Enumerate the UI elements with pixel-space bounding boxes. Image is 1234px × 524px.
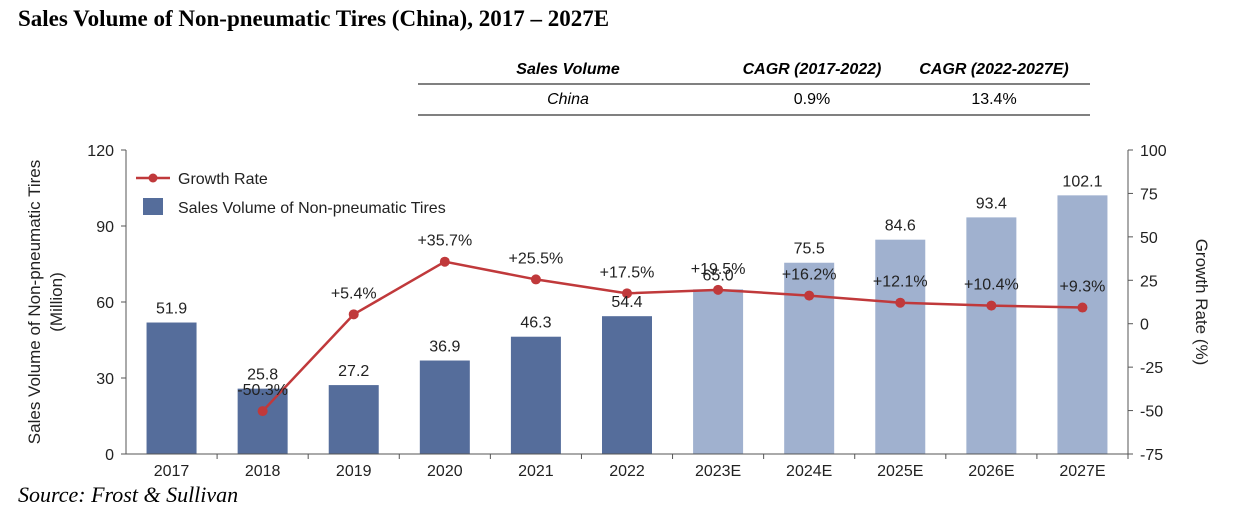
bar-2019 (328, 385, 379, 454)
bar-2027E (1057, 195, 1108, 454)
bar-2020 (419, 360, 470, 454)
growth-rate-point-2018 (257, 406, 268, 417)
growth-rate-label: -50.3% (237, 382, 288, 399)
legend-line-dot (148, 173, 158, 183)
growth-rate-label: +16.2% (782, 267, 837, 284)
bar-2017 (146, 322, 197, 454)
y-tick-label: 90 (96, 219, 114, 236)
y2-tick-label: 0 (1140, 317, 1149, 334)
growth-rate-label: +9.3% (1060, 279, 1106, 296)
bar-value-label: 54.4 (611, 294, 642, 311)
legend-label-growth-rate: Growth Rate (178, 171, 268, 188)
y-tick-label: 60 (96, 295, 114, 312)
growth-rate-point-2021 (530, 274, 541, 285)
growth-rate-label: +35.7% (417, 233, 472, 250)
source-note: Source: Frost & Sullivan (18, 482, 239, 507)
x-tick-label: 2027E (1059, 463, 1105, 480)
bar-value-label: 36.9 (429, 339, 460, 356)
bar-2018 (237, 388, 288, 454)
growth-rate-label: +5.4% (331, 285, 377, 302)
y-axis-title: Sales Volume of Non-pneumatic Tires (25, 160, 44, 444)
growth-rate-label: +19.5% (691, 261, 746, 278)
y-tick-label: 120 (87, 143, 114, 160)
y-tick-label: 0 (105, 447, 114, 464)
bar-value-label: 102.1 (1062, 173, 1102, 190)
y2-tick-label: -75 (1140, 447, 1163, 464)
growth-rate-point-2023E (713, 284, 724, 295)
legend: Growth Rate Sales Volume of Non-pneumati… (136, 171, 446, 217)
bar-value-label: 25.8 (247, 367, 278, 384)
bar-2025E (875, 239, 926, 454)
growth-rate-label: +12.1% (873, 274, 928, 291)
legend-label-sales-volume: Sales Volume of Non-pneumatic Tires (178, 200, 446, 217)
x-tick-label: 2021 (518, 463, 554, 480)
cagr-row-region: China (547, 91, 589, 108)
x-tick-label: 2023E (695, 463, 741, 480)
bar-2023E (693, 289, 744, 454)
growth-rate-label: +10.4% (964, 277, 1019, 294)
y-axis-unit: (Million) (47, 272, 66, 332)
y2-tick-label: -25 (1140, 360, 1163, 377)
data-labels: 51.9 25.8 27.2 36.9 46.3 54.4 65.0 75.5 84.6 93.4… (156, 173, 1105, 399)
bar-value-label: 84.6 (885, 218, 916, 235)
bar-value-label: 75.5 (794, 241, 825, 258)
growth-rate-point-2026E (986, 300, 997, 311)
growth-rate-series (257, 256, 1088, 417)
cagr-header-2022-2027e: CAGR (2022-2027E) (919, 61, 1068, 78)
legend-bar-swatch (143, 198, 163, 215)
axes: 0 30 60 90 120 -75 -50 -25 0 25 50 75 100 2017 2018 201… (87, 143, 1167, 480)
cagr-row-2022-2027e: 13.4% (971, 91, 1016, 108)
cagr-table: Sales Volume CAGR (2017-2022) CAGR (2022… (418, 61, 1090, 116)
bar-series (146, 195, 1108, 454)
bar-2026E (966, 217, 1017, 454)
cagr-row-2017-2022: 0.9% (794, 91, 830, 108)
growth-rate-label: +17.5% (600, 264, 655, 281)
bar-2021 (510, 336, 561, 454)
growth-rate-line (261, 260, 1083, 412)
x-tick-label: 2026E (968, 463, 1014, 480)
growth-rate-point-2022 (622, 288, 632, 299)
cagr-header-sales-volume: Sales Volume (516, 61, 620, 78)
bar-value-label: 27.2 (338, 363, 369, 380)
growth-rate-point-2027E (1077, 302, 1088, 313)
y-tick-label: 30 (96, 371, 114, 388)
bar-value-label: 51.9 (156, 301, 187, 318)
y2-tick-label: 75 (1140, 186, 1158, 203)
bar-2022 (602, 316, 652, 454)
bar-value-label: 93.4 (976, 195, 1007, 212)
y2-tick-label: 25 (1140, 273, 1158, 290)
growth-rate-point-2025E (895, 297, 906, 308)
y2-axis-title: Growth Rate (%) (1192, 239, 1211, 366)
y2-tick-label: 50 (1140, 230, 1158, 247)
x-tick-label: 2018 (245, 463, 281, 480)
growth-rate-point-2024E (804, 290, 815, 301)
x-tick-label: 2025E (877, 463, 923, 480)
x-tick-label: 2020 (427, 463, 463, 480)
y2-tick-label: 100 (1140, 143, 1167, 160)
x-tick-label: 2024E (786, 463, 832, 480)
bar-value-label: 46.3 (520, 315, 551, 332)
growth-rate-label: +25.5% (509, 250, 564, 267)
growth-rate-point-2019 (348, 309, 359, 320)
y2-tick-label: -50 (1140, 404, 1163, 421)
chart-title: Sales Volume of Non-pneumatic Tires (Chi… (18, 6, 610, 31)
x-tick-label: 2017 (154, 463, 190, 480)
bar-value-label: 65.0 (703, 267, 734, 284)
x-tick-label: 2022 (609, 463, 645, 480)
growth-rate-point-2020 (439, 256, 450, 267)
cagr-header-2017-2022: CAGR (2017-2022) (743, 61, 882, 78)
x-tick-label: 2019 (336, 463, 372, 480)
